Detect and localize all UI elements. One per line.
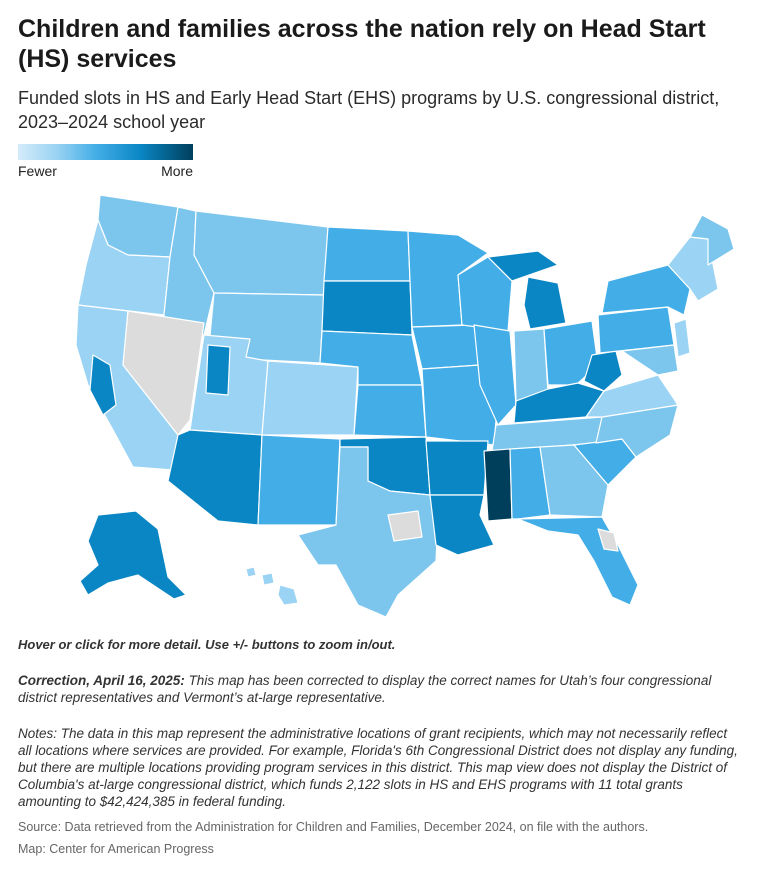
state-michigan-lower[interactable] [523,276,567,330]
state-nevada[interactable] [122,310,205,436]
state-hawaii[interactable] [245,566,299,606]
state-texas[interactable] [297,446,439,618]
state-louisiana[interactable] [429,494,495,556]
district-tx-houston[interactable] [387,510,423,542]
legend-high-label: More [161,163,193,179]
state-virginia[interactable] [585,374,679,418]
district-ut-north[interactable] [205,344,231,396]
state-georgia[interactable] [539,444,609,518]
state-maryland-delaware[interactable] [621,344,679,376]
map-subtitle: Funded slots in HS and Early Head Start … [18,88,720,132]
correction-label: Correction, April 16, 2025: [18,673,185,688]
state-alabama[interactable] [509,446,551,520]
contiguous-us[interactable] [75,194,735,618]
credit-line: Map: Center for American Progress [18,842,214,856]
map-title: Children and families across the nation … [18,15,706,73]
map-instructions: Hover or click for more detail. Use +/- … [18,637,396,652]
state-indiana[interactable] [513,328,549,402]
color-legend: Fewer More [18,144,193,179]
correction-note: Correction, April 16, 2025: This map has… [18,672,738,706]
legend-gradient-bar [18,144,193,160]
state-arkansas[interactable] [425,440,489,496]
correction-text: This map has been corrected to display t… [18,673,712,705]
state-new-mexico[interactable] [257,434,341,526]
state-north-dakota[interactable] [323,226,411,282]
state-south-dakota[interactable] [321,280,413,336]
state-maine[interactable] [689,214,735,266]
legend-low-label: Fewer [18,163,57,179]
congressional-district-map[interactable] [18,185,740,625]
state-illinois[interactable] [473,324,517,426]
state-new-jersey[interactable] [673,318,691,358]
state-montana[interactable] [193,210,329,296]
district-ca-central[interactable] [89,354,117,416]
state-florida[interactable] [517,516,639,606]
state-michigan-upper[interactable] [487,250,559,282]
state-mississippi[interactable] [483,448,513,522]
state-kansas[interactable] [353,384,427,438]
state-colorado[interactable] [261,360,359,436]
map-notes: Notes: The data in this map represent th… [18,726,738,809]
district-fl-6[interactable] [597,528,619,552]
state-wisconsin[interactable] [457,256,513,332]
source-line: Source: Data retrieved from the Administ… [18,820,649,834]
state-alaska[interactable] [79,510,188,600]
state-iowa[interactable] [411,324,481,370]
state-arizona[interactable] [167,429,263,526]
